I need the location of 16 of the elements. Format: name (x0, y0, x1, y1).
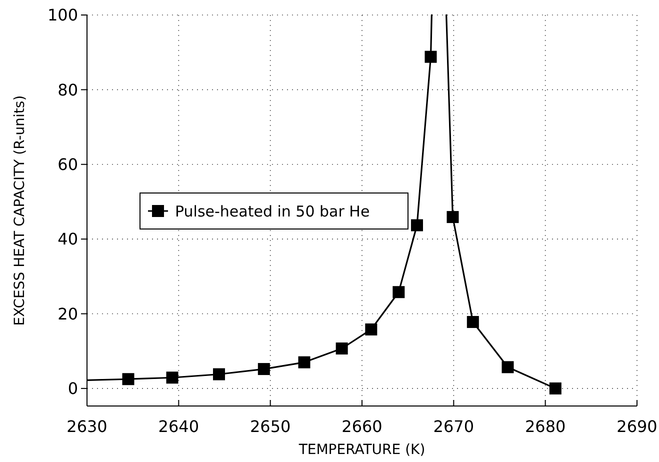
x-tick-label: 2650 (250, 417, 291, 436)
legend-label: Pulse-heated in 50 bar He (175, 202, 370, 220)
y-tick-label: 80 (58, 80, 78, 100)
y-tick-label: 0 (68, 379, 78, 398)
y-axis-title: EXCESS HEAT CAPACITY (R-units) (12, 95, 28, 326)
y-tick-label: 100 (47, 6, 78, 25)
x-tick-label: 2690 (616, 417, 658, 436)
x-axis-title: TEMPERATURE (K) (298, 442, 426, 458)
y-tick-label: 20 (58, 304, 78, 324)
x-tick-label: 2680 (524, 417, 566, 436)
x-tick-label: 2630 (66, 417, 108, 436)
y-tick-label: 40 (58, 230, 78, 249)
x-tick-label: 2660 (342, 417, 382, 436)
y-tick-label: 60 (58, 154, 78, 174)
x-tick-label: 2640 (158, 417, 200, 436)
x-tick-label: 2670 (433, 417, 474, 436)
